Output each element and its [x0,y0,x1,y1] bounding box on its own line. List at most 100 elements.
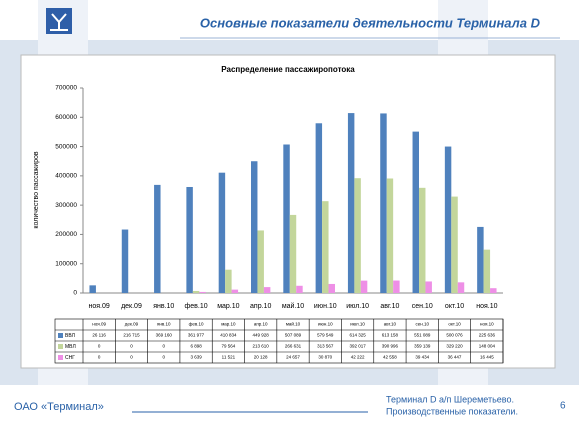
legend-label: МВЛ [65,344,76,350]
bar [347,113,355,293]
table-cell: 42 222 [351,355,365,360]
table-cell: 361 977 [188,333,205,338]
bar [483,249,491,293]
table-cell: 614 325 [349,333,366,338]
footer-bar [0,385,579,430]
table-header: дек.09 [125,322,139,327]
x-tick-label: июл.10 [346,303,369,310]
bar [231,289,239,293]
y-tick-label: 200000 [55,231,77,238]
x-tick-label: июн.10 [314,303,337,310]
table-cell: 30 870 [318,355,332,360]
table-header: июн.10 [318,322,333,327]
table-cell: 507 089 [285,333,302,338]
x-tick-label: авг.10 [380,303,399,310]
bar [192,290,200,293]
table-cell: 216 715 [123,333,140,338]
table-cell: 24 657 [286,355,300,360]
bar [186,186,193,293]
table-cell: 20 128 [254,355,268,360]
y-tick-label: 0 [73,290,77,297]
table-cell: 392 017 [349,344,366,349]
bar [419,187,426,293]
bar [444,146,452,293]
x-tick-label: ноя.09 [89,303,110,310]
bar [199,291,206,293]
legend-swatch [58,344,63,349]
table-header: сен.10 [415,322,429,327]
table-cell: 266 631 [285,344,302,349]
y-axis-label: количество пассажиров [33,151,40,229]
bar [412,131,419,293]
table-cell: 313 567 [317,344,334,349]
table-cell: 410 834 [220,333,237,338]
table-header: июл.10 [350,322,365,327]
table-cell: 0 [163,344,166,349]
table-cell: 39 434 [415,355,429,360]
y-tick-label: 500000 [55,143,77,150]
page-number: 6 [560,401,566,412]
table-header: май.10 [286,321,301,327]
table-cell: 0 [130,355,133,360]
y-tick-label: 400000 [55,173,77,180]
table-cell: 42 558 [383,355,397,360]
table-cell: 6 898 [190,344,202,349]
bar [393,280,400,293]
logo [46,8,72,34]
table-header: мар.10 [221,322,236,327]
table-cell: 213 610 [253,344,270,349]
table-header: окт.10 [448,322,461,327]
y-tick-label: 600000 [55,114,77,121]
bar [457,282,465,293]
bar [425,281,432,293]
x-tick-label: сен.10 [412,303,433,310]
x-tick-label: фев.10 [185,303,208,310]
bar [354,178,361,293]
table-cell: 3 639 [190,355,202,360]
table-cell: 0 [98,344,101,349]
legend-swatch [58,355,63,360]
bar [490,288,497,293]
table-cell: 11 521 [222,355,236,360]
y-tick-label: 700000 [55,85,77,92]
footer-company: ОАО «Терминал» [14,401,104,413]
table-cell: 579 549 [317,333,334,338]
legend-swatch [58,333,63,338]
table-cell: 359 139 [414,344,431,349]
table-cell: 16 445 [480,355,494,360]
x-tick-label: май.10 [282,302,304,310]
bar [328,283,335,293]
bar [251,161,258,293]
x-tick-label: янв.10 [153,303,174,310]
bar [218,172,226,293]
x-tick-label: окт.10 [445,303,464,310]
table-cell: 613 158 [382,333,399,338]
table-cell: 0 [98,355,101,360]
slide-title: Основные показатели деятельности Термина… [200,15,541,30]
table-cell: 148 004 [479,344,496,349]
table-cell: 369 160 [156,333,173,338]
table-header: апр.10 [254,322,268,327]
footer-note: Производственные показатели. [386,406,518,416]
table-cell: 79 564 [222,344,236,349]
bar [283,144,290,293]
footer-note: Терминал D а/п Шереметьево. [386,394,514,404]
bar [451,196,458,293]
bar [477,226,484,293]
table-cell: 0 [130,344,133,349]
bar [121,229,129,293]
table-cell: 225 636 [479,333,496,338]
table-header: авг.10 [384,322,397,327]
y-tick-label: 300000 [55,202,77,209]
y-tick-label: 100000 [55,260,77,267]
table-cell: 500 076 [446,333,463,338]
table-cell: 36 447 [448,355,462,360]
bar [360,280,368,293]
bar [263,287,271,293]
x-tick-label: апр.10 [250,303,271,310]
x-tick-label: ноя.10 [476,303,497,310]
table-header: ноя.10 [480,322,494,327]
table-cell: 0 [163,355,166,360]
bar [322,201,329,293]
